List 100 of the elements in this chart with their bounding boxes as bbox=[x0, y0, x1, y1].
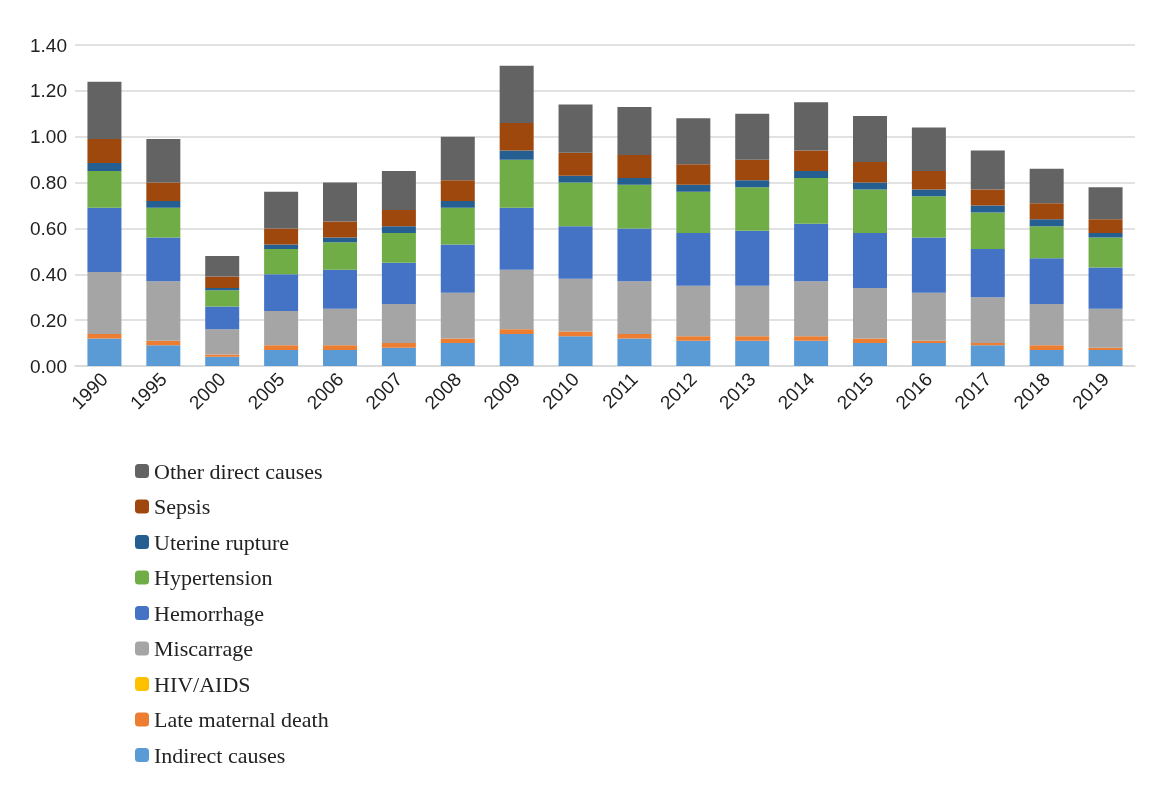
bar bbox=[617, 281, 652, 334]
bar bbox=[970, 212, 1005, 250]
bar bbox=[617, 155, 652, 178]
bar bbox=[381, 233, 416, 263]
bar bbox=[735, 340, 770, 366]
bar bbox=[499, 150, 534, 160]
bar bbox=[676, 233, 711, 286]
bar bbox=[676, 184, 711, 192]
bar bbox=[617, 338, 652, 366]
bar bbox=[735, 113, 770, 160]
bar bbox=[1029, 168, 1064, 204]
bar bbox=[146, 200, 181, 208]
bar bbox=[146, 281, 181, 341]
bar bbox=[440, 343, 475, 366]
legend-label: Sepsis bbox=[154, 494, 211, 519]
bar bbox=[87, 207, 122, 272]
bar bbox=[1029, 349, 1064, 366]
bar bbox=[381, 210, 416, 227]
bar bbox=[87, 171, 122, 208]
bar bbox=[794, 340, 829, 366]
bar bbox=[735, 336, 770, 341]
bar bbox=[794, 223, 829, 282]
bar bbox=[911, 292, 946, 341]
bar bbox=[440, 244, 475, 293]
legend-label: Other direct causes bbox=[154, 458, 323, 484]
bar bbox=[264, 310, 299, 346]
bar bbox=[205, 306, 240, 330]
bar bbox=[617, 177, 652, 185]
bar bbox=[323, 349, 357, 366]
bar bbox=[323, 308, 357, 346]
bar bbox=[911, 171, 946, 190]
bar bbox=[264, 191, 299, 229]
bar bbox=[440, 292, 475, 339]
bar bbox=[499, 333, 534, 366]
bar bbox=[1029, 203, 1064, 220]
bar bbox=[853, 161, 887, 183]
bar bbox=[1088, 219, 1123, 234]
bar bbox=[323, 221, 357, 238]
bar bbox=[970, 150, 1005, 190]
bar bbox=[381, 304, 416, 344]
bar bbox=[264, 249, 299, 275]
bar bbox=[1029, 226, 1064, 259]
bar bbox=[87, 271, 122, 334]
y-tick-label: 0.00 bbox=[30, 355, 67, 377]
bar bbox=[1088, 308, 1123, 348]
bar bbox=[323, 182, 357, 222]
bar bbox=[323, 345, 357, 350]
y-tick-label: 1.20 bbox=[30, 80, 67, 102]
bar bbox=[205, 276, 240, 289]
bar bbox=[794, 150, 829, 172]
legend-label: Uterine rupture bbox=[154, 529, 289, 555]
bar bbox=[499, 329, 534, 334]
bar bbox=[146, 207, 181, 238]
bar bbox=[499, 269, 534, 330]
bar bbox=[146, 345, 181, 366]
bar bbox=[676, 191, 711, 234]
bar bbox=[853, 288, 887, 339]
bar bbox=[794, 177, 829, 224]
bar bbox=[323, 242, 357, 270]
bar bbox=[558, 336, 593, 366]
bar bbox=[970, 189, 1005, 206]
bar bbox=[735, 230, 770, 286]
legend-label: Miscarrage bbox=[154, 636, 253, 661]
bar bbox=[853, 343, 887, 366]
bar bbox=[323, 269, 357, 309]
legend-label: Indirect causes bbox=[154, 742, 286, 768]
bar bbox=[87, 81, 122, 140]
bar bbox=[558, 175, 593, 183]
bar bbox=[617, 228, 652, 282]
bar bbox=[558, 226, 593, 279]
y-tick-label: 1.40 bbox=[30, 34, 67, 56]
bar bbox=[676, 118, 711, 165]
legend-label: Late maternal death bbox=[154, 707, 329, 732]
bar bbox=[853, 189, 887, 234]
bar bbox=[440, 180, 475, 201]
bar bbox=[264, 228, 299, 245]
bar bbox=[735, 187, 770, 231]
bar bbox=[558, 278, 593, 332]
bar bbox=[911, 189, 946, 197]
bar bbox=[264, 349, 299, 366]
bar bbox=[205, 255, 240, 277]
bar bbox=[1029, 345, 1064, 350]
bar bbox=[735, 159, 770, 181]
bar bbox=[146, 182, 181, 201]
bar bbox=[794, 336, 829, 341]
bar bbox=[381, 171, 416, 211]
bar bbox=[735, 285, 770, 337]
bar bbox=[970, 345, 1005, 366]
bar bbox=[735, 180, 770, 188]
bar bbox=[970, 297, 1005, 344]
bar bbox=[440, 338, 475, 344]
legend-label: Hypertension bbox=[154, 565, 273, 590]
bar bbox=[499, 207, 534, 270]
bar bbox=[381, 347, 416, 366]
bar bbox=[1029, 304, 1064, 346]
bar bbox=[146, 139, 181, 183]
bar bbox=[1088, 233, 1123, 238]
legend-label: HIV/AIDS bbox=[154, 671, 251, 697]
bar bbox=[911, 196, 946, 238]
bar bbox=[499, 65, 534, 123]
